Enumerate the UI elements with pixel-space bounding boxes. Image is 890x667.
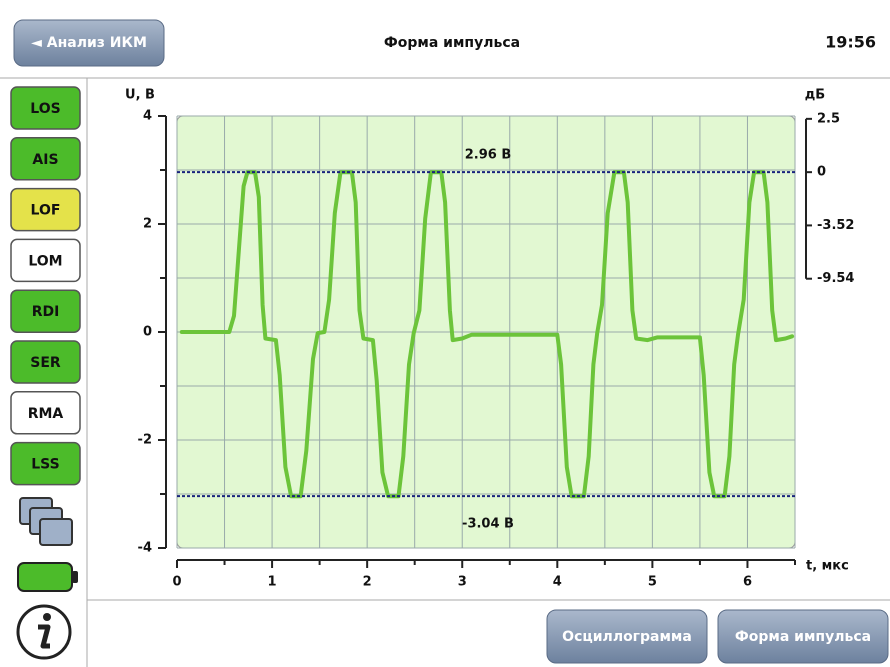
status-button[interactable]: AIS <box>10 137 81 181</box>
status-button-bg[interactable] <box>10 441 81 486</box>
y2-tick-label: 0 <box>817 165 826 180</box>
status-button-label[interactable]: LOF <box>31 203 61 219</box>
y2-tick-label: -3.52 <box>817 218 854 233</box>
back-button[interactable]: ◄ Анализ ИКМ <box>13 19 165 67</box>
status-button-bg[interactable] <box>10 340 81 384</box>
sidebar: LOS AIS LOF LOM RDI SER RMA LSS <box>10 86 81 486</box>
y-tick-label: 2 <box>143 217 152 232</box>
status-button[interactable]: LOF <box>10 187 81 232</box>
footer-button-bg[interactable] <box>717 609 889 664</box>
status-button[interactable]: RDI <box>10 289 81 333</box>
x-tick-label: 3 <box>458 575 467 590</box>
status-button-bg[interactable] <box>10 289 81 333</box>
y2-tick-label: 2.5 <box>817 111 840 126</box>
status-button[interactable]: RMA <box>10 391 81 435</box>
footer-button[interactable]: Форма импульса <box>717 609 889 664</box>
back-button-label[interactable]: ◄ Анализ ИКМ <box>31 35 147 51</box>
y-tick-label: -4 <box>138 541 152 556</box>
footer-button-bg[interactable] <box>546 609 708 664</box>
page-title: Форма импульса <box>384 35 520 51</box>
status-button-label[interactable]: RMA <box>28 406 64 422</box>
battery-icon <box>17 562 78 592</box>
footer-button-label[interactable]: Форма импульса <box>735 629 871 645</box>
status-button[interactable]: SER <box>10 340 81 384</box>
battery-tip <box>72 571 78 583</box>
status-button-bg[interactable] <box>10 86 81 130</box>
y-tick-label: -2 <box>138 433 152 448</box>
info-circle[interactable] <box>16 604 72 660</box>
status-button-label[interactable]: AIS <box>32 152 58 168</box>
clock: 19:56 <box>825 33 876 52</box>
y-tick-label: 4 <box>143 109 152 124</box>
back-button-bg[interactable] <box>13 19 165 67</box>
y2-axis-label: дБ <box>805 88 825 103</box>
footer-button-label[interactable]: Осциллограмма <box>562 629 692 645</box>
battery-body <box>17 562 73 592</box>
status-button-label[interactable]: SER <box>30 355 61 371</box>
status-button[interactable]: LSS <box>10 441 81 486</box>
status-button[interactable]: LOM <box>10 238 81 283</box>
status-button-label[interactable]: RDI <box>32 304 60 320</box>
chart: U, В дБ t, мкс 4 2 0 -2 -4 0 1 2 3 4 5 6 2.5 0 -3.52 -9… <box>125 88 854 590</box>
y-axis-label: U, В <box>125 88 155 103</box>
y2-tick-label: -9.54 <box>817 271 854 286</box>
x-tick-label: 4 <box>553 575 562 590</box>
x-tick-label: 2 <box>363 575 372 590</box>
window-3[interactable] <box>39 518 73 546</box>
info-stem[interactable] <box>38 624 51 649</box>
level-label: 2.96 В <box>465 148 512 163</box>
status-button-bg[interactable] <box>10 391 81 435</box>
status-button-label[interactable]: LOS <box>30 101 60 117</box>
status-button-bg[interactable] <box>10 238 81 283</box>
y-tick-label: 0 <box>143 325 152 340</box>
status-button-bg[interactable] <box>10 187 81 232</box>
footer: Осциллограмма Форма импульса <box>546 609 889 664</box>
status-button-label[interactable]: LOM <box>28 253 62 269</box>
status-button-bg[interactable] <box>10 137 81 181</box>
x-tick-label: 6 <box>743 575 752 590</box>
level-label: -3.04 В <box>462 517 514 532</box>
x-tick-label: 1 <box>268 575 277 590</box>
info-icon[interactable] <box>16 604 72 660</box>
info-dot[interactable] <box>43 613 51 621</box>
status-button[interactable]: LOS <box>10 86 81 130</box>
x-axis-label: t, мкс <box>806 559 849 574</box>
x-tick-label: 0 <box>172 575 181 590</box>
footer-button[interactable]: Осциллограмма <box>546 609 708 664</box>
windows-icon[interactable] <box>19 497 73 546</box>
status-button-label[interactable]: LSS <box>31 457 59 473</box>
x-tick-label: 5 <box>648 575 657 590</box>
